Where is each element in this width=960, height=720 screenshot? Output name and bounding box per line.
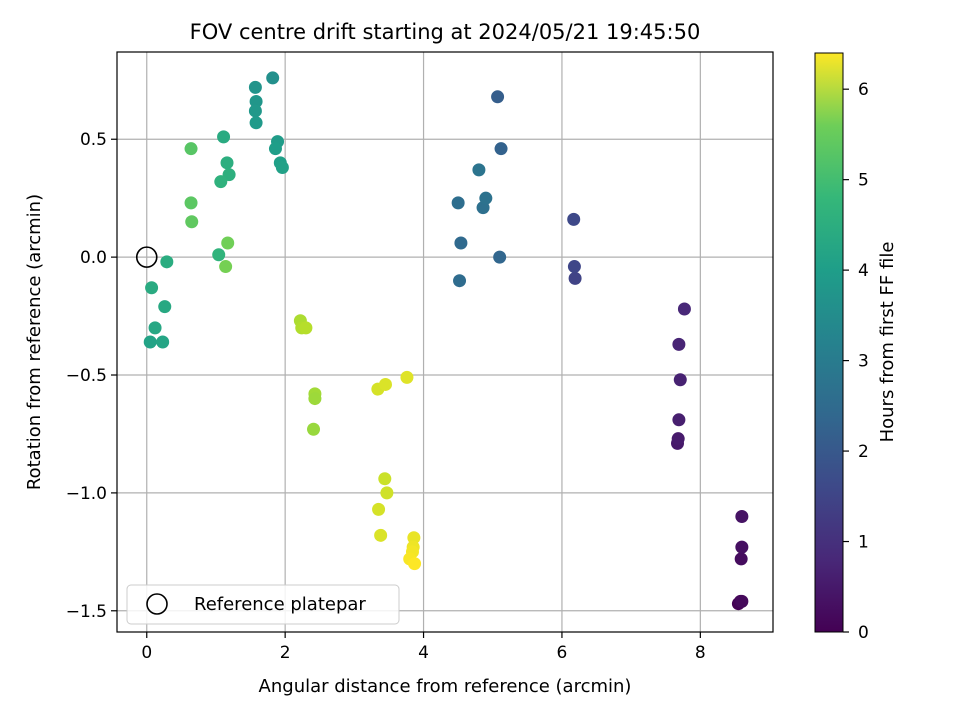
data-point xyxy=(453,274,467,288)
data-point xyxy=(380,486,394,500)
data-point xyxy=(451,196,465,210)
data-point xyxy=(217,130,231,144)
data-point xyxy=(735,594,749,608)
colorbar-ticks: 0 1 2 3 4 5 6 xyxy=(843,80,869,643)
colorbar-tick-label: 2 xyxy=(858,442,869,462)
data-point xyxy=(567,212,581,226)
data-point xyxy=(143,335,157,349)
colorbar-tick-label: 0 xyxy=(858,623,869,643)
y-tick-label: −1.0 xyxy=(66,484,107,504)
data-point xyxy=(734,552,748,566)
data-point xyxy=(275,161,289,175)
data-point xyxy=(307,422,321,436)
legend-box xyxy=(126,584,400,625)
data-point xyxy=(671,432,685,446)
colorbar-tick-label: 5 xyxy=(858,171,869,191)
data-point xyxy=(735,509,749,523)
data-point xyxy=(219,260,233,274)
data-point xyxy=(372,502,386,516)
colorbar-gradient xyxy=(814,52,844,633)
data-point xyxy=(158,300,172,314)
data-point xyxy=(160,255,174,269)
colorbar-tick-label: 1 xyxy=(858,533,869,553)
data-point xyxy=(268,142,282,156)
data-point xyxy=(249,95,263,109)
x-tick-label: 0 xyxy=(141,643,152,663)
chart-title: FOV centre drift starting at 2024/05/21 … xyxy=(190,20,701,44)
data-point xyxy=(672,337,686,351)
x-tick-label: 4 xyxy=(418,643,429,663)
colorbar-tick-label: 3 xyxy=(858,352,869,372)
data-point xyxy=(148,321,162,335)
data-point xyxy=(673,373,687,387)
x-tick-label: 6 xyxy=(557,643,568,663)
data-point xyxy=(672,413,686,427)
data-point xyxy=(248,104,262,118)
x-tick-label: 2 xyxy=(280,643,291,663)
data-points xyxy=(143,71,749,611)
data-point xyxy=(378,472,392,486)
data-point xyxy=(145,281,159,295)
y-axis-ticks: −1.5 −1.0 −0.5 0.0 0.5 xyxy=(66,130,117,622)
x-axis-label: Angular distance from reference (arcmin) xyxy=(259,676,632,697)
data-point xyxy=(214,175,228,189)
data-point xyxy=(567,260,581,274)
y-tick-label: 0.5 xyxy=(80,130,107,150)
data-point xyxy=(184,196,198,210)
x-axis-ticks: 0 2 4 6 8 xyxy=(141,632,706,663)
data-point xyxy=(735,540,749,554)
data-point xyxy=(454,236,468,250)
data-point xyxy=(221,236,235,250)
data-point xyxy=(408,557,422,571)
y-tick-label: 0.0 xyxy=(80,248,107,268)
data-point xyxy=(493,250,507,264)
colorbar-tick-label: 4 xyxy=(858,261,869,281)
colorbar-tick-label: 6 xyxy=(858,80,869,100)
data-point xyxy=(400,370,414,384)
x-tick-label: 8 xyxy=(695,643,706,663)
y-axis-label: Rotation from reference (arcmin) xyxy=(24,194,45,490)
data-point xyxy=(677,302,691,316)
data-point xyxy=(212,248,226,262)
colorbar: 0 1 2 3 4 5 6 Hours from first FF file xyxy=(814,52,898,643)
data-point xyxy=(378,377,392,391)
data-point xyxy=(299,321,313,335)
data-point xyxy=(184,142,198,156)
colorbar-label: Hours from first FF file xyxy=(877,242,898,443)
plot-frame xyxy=(116,51,774,633)
data-point xyxy=(156,335,170,349)
data-point xyxy=(494,142,508,156)
data-point xyxy=(479,191,493,205)
data-point xyxy=(266,71,280,85)
data-point xyxy=(374,528,388,542)
data-point xyxy=(472,163,486,177)
reference-point xyxy=(135,246,158,268)
legend-marker xyxy=(146,593,168,615)
data-point xyxy=(308,392,322,406)
legend: Reference platepar xyxy=(126,584,400,625)
data-point xyxy=(185,215,199,229)
data-point xyxy=(491,90,505,104)
data-point xyxy=(249,116,263,130)
legend-label: Reference platepar xyxy=(194,594,366,615)
y-tick-label: −1.5 xyxy=(66,602,107,622)
data-point xyxy=(220,156,234,170)
data-point xyxy=(248,80,262,94)
data-point xyxy=(407,531,421,545)
data-point xyxy=(568,271,582,285)
y-tick-label: −0.5 xyxy=(66,366,107,386)
